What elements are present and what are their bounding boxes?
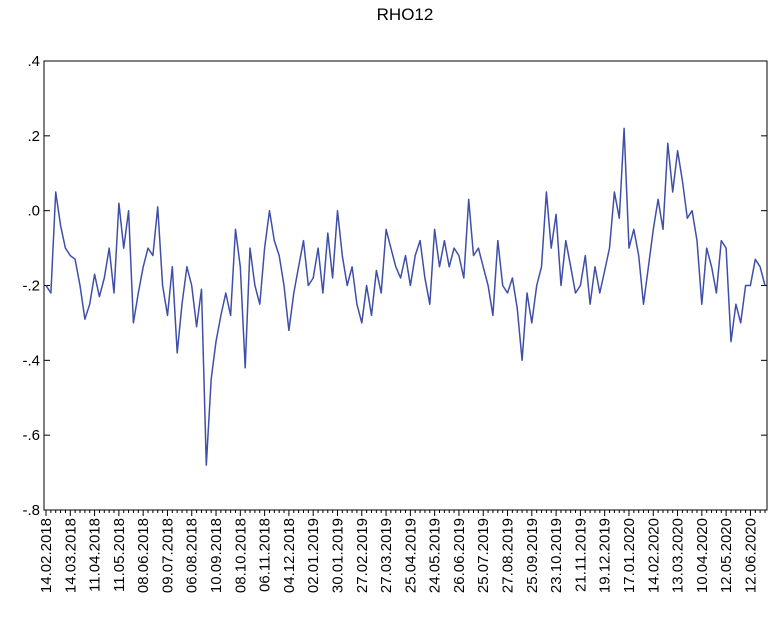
x-tick-label: 11.05.2018 xyxy=(111,518,128,592)
x-tick-label: 12.06.2020 xyxy=(742,518,759,593)
x-tick-label: 06.08.2018 xyxy=(184,518,201,593)
x-tick-label: 08.10.2018 xyxy=(232,518,249,593)
y-tick-label: -.8 xyxy=(22,502,40,519)
x-tick-label: 10.09.2018 xyxy=(208,518,225,593)
x-tick-label: 23.10.2019 xyxy=(548,518,565,593)
x-tick-label: 14.02.2020 xyxy=(645,518,662,593)
y-tick-label: .4 xyxy=(27,53,40,70)
x-tick-label: 21.11.2019 xyxy=(572,518,589,592)
x-tick-label: 12.05.2020 xyxy=(718,518,735,593)
x-tick-label: 30.01.2019 xyxy=(329,518,346,593)
y-tick-label: -.6 xyxy=(22,427,40,444)
y-tick-label: .0 xyxy=(27,203,40,220)
chart-title: RHO12 xyxy=(377,5,434,24)
x-tick-label: 11.04.2018 xyxy=(87,518,104,592)
x-tick-label: 14.03.2018 xyxy=(62,518,79,593)
x-tick-label: 25.04.2019 xyxy=(402,518,419,593)
x-tick-label: 24.05.2019 xyxy=(427,518,444,593)
x-tick-label: 09.07.2018 xyxy=(159,518,176,593)
x-tick-label: 04.12.2018 xyxy=(281,518,298,593)
x-tick-label: 25.09.2019 xyxy=(524,518,541,593)
series-line xyxy=(45,127,766,466)
y-tick-label: -.2 xyxy=(22,278,40,295)
x-tick-label: 17.01.2020 xyxy=(621,518,638,593)
plot-frame xyxy=(43,60,768,511)
x-tick-label: 26.06.2019 xyxy=(451,518,468,593)
x-tick-label: 25.07.2019 xyxy=(475,518,492,593)
x-tick-label: 14.02.2018 xyxy=(38,518,55,593)
x-tick-label: 13.03.2020 xyxy=(670,518,687,593)
x-tick-label: 19.12.2019 xyxy=(597,518,614,593)
y-tick-label: -.4 xyxy=(22,352,40,369)
x-tick-label: 02.01.2019 xyxy=(305,518,322,593)
x-tick-label: 27.02.2019 xyxy=(354,518,371,593)
x-tick-label: 08.06.2018 xyxy=(135,518,152,593)
x-tick-label: 06.11.2018 xyxy=(257,518,274,592)
x-tick-label: 27.03.2019 xyxy=(378,518,395,593)
x-tick-label: 27.08.2019 xyxy=(500,518,517,593)
x-tick-label: 10.04.2020 xyxy=(694,518,711,593)
y-tick-label: .2 xyxy=(27,128,40,145)
